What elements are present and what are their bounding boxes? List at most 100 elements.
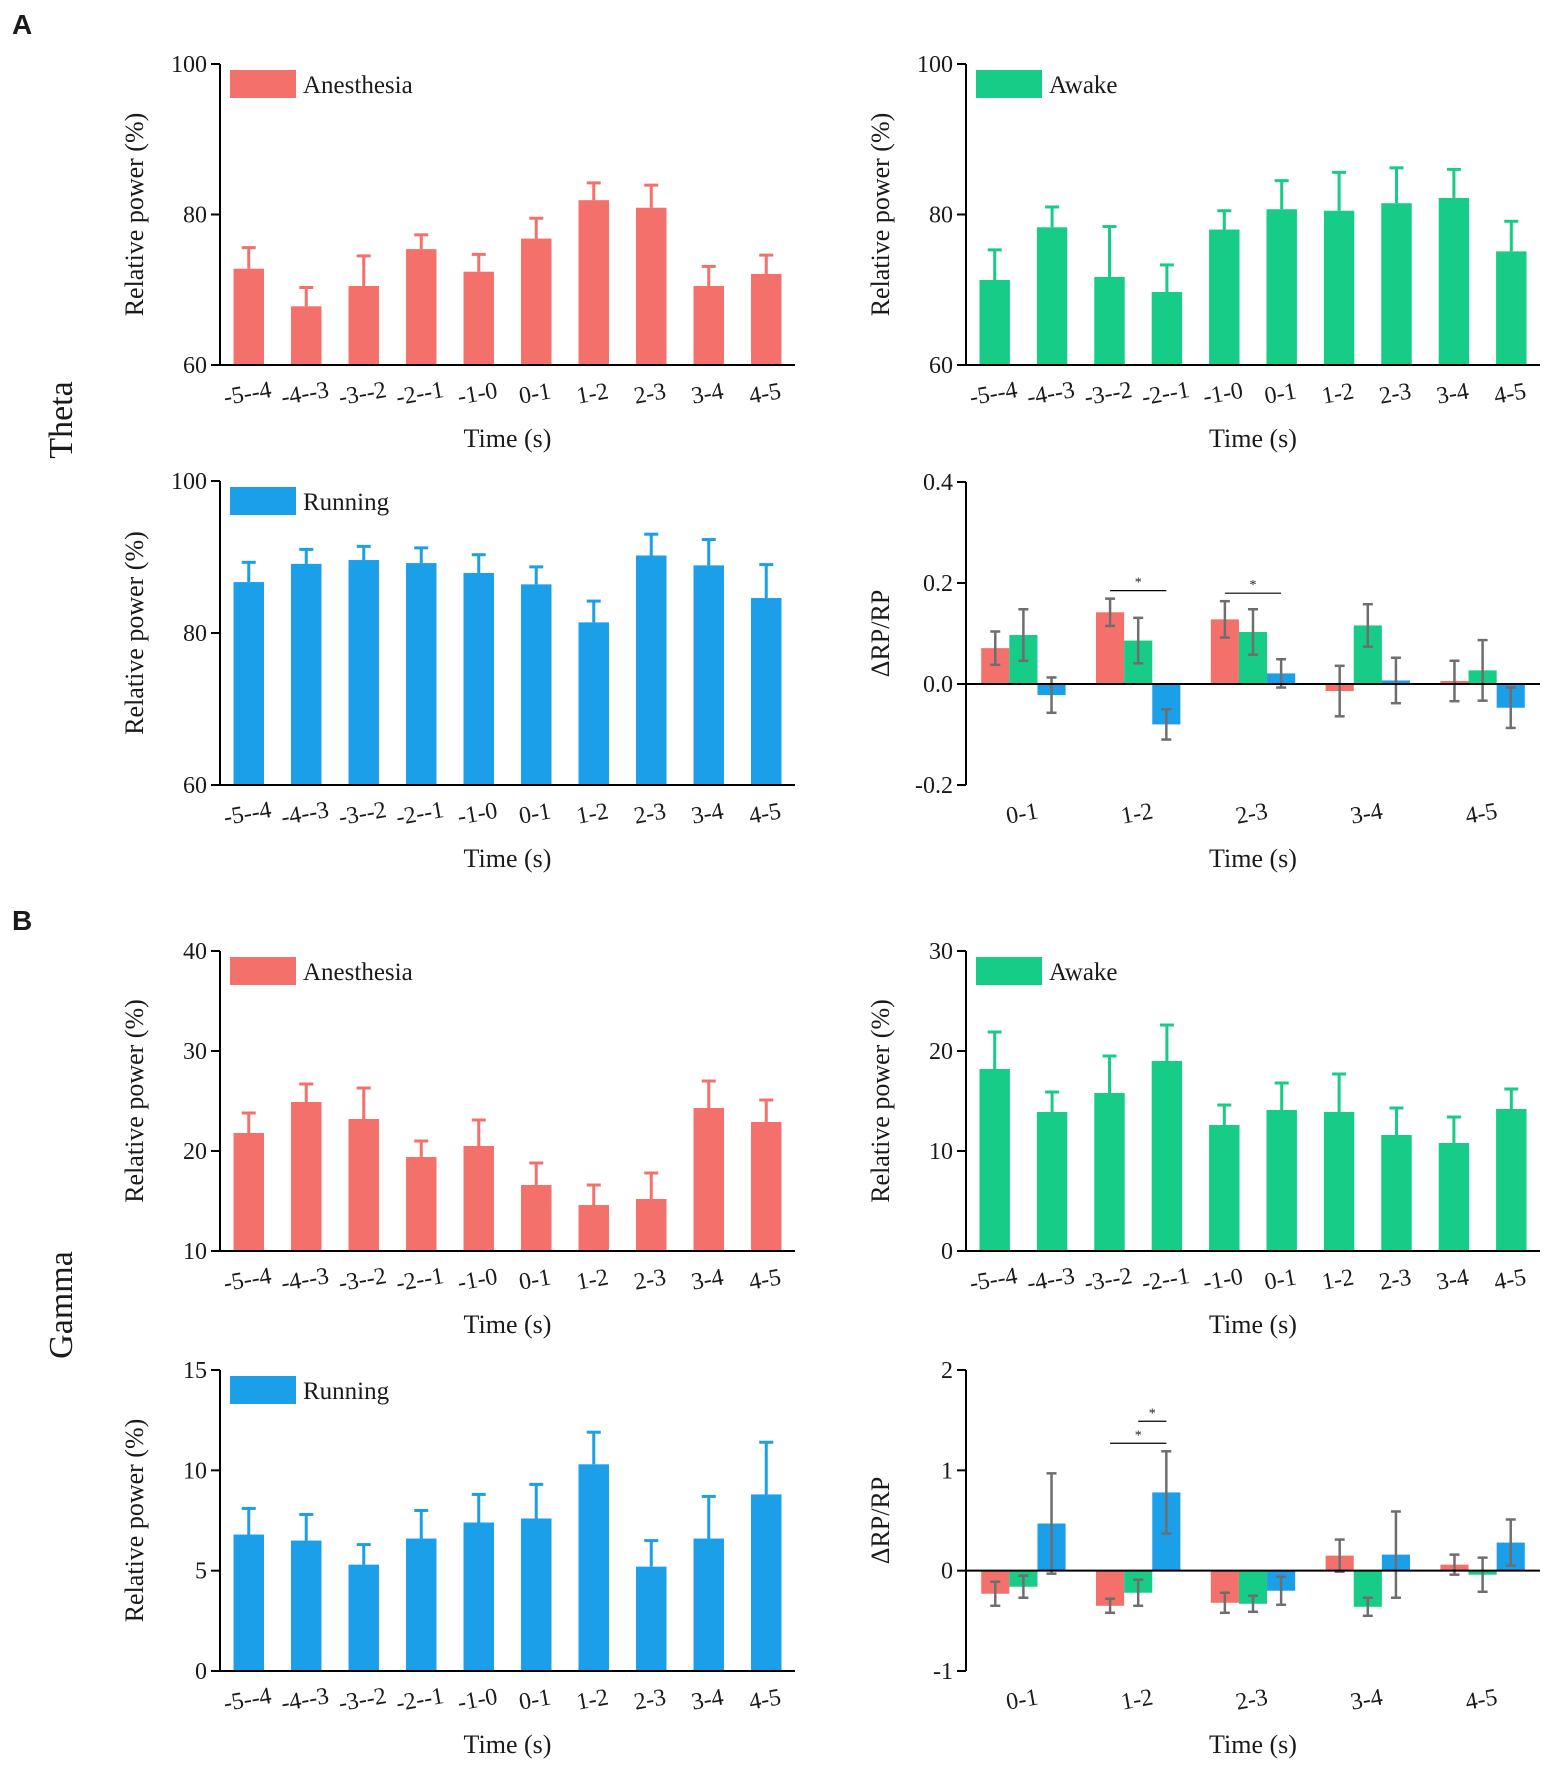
bar bbox=[348, 1119, 379, 1251]
y-axis-title: Relative power (%) bbox=[866, 999, 895, 1203]
y-axis-title: Relative power (%) bbox=[120, 531, 149, 735]
row-label-theta: Theta bbox=[43, 381, 80, 458]
y-axis-title: Relative power (%) bbox=[120, 113, 149, 317]
x-tick-label: -3--2 bbox=[1082, 377, 1134, 411]
x-axis-title: Time (s) bbox=[464, 424, 552, 453]
bar bbox=[578, 200, 609, 365]
legend-swatch bbox=[230, 487, 296, 515]
x-tick-label: -4--3 bbox=[279, 1263, 331, 1297]
x-tick-label: 1-2 bbox=[1320, 379, 1356, 410]
x-tick-label: -1-0 bbox=[456, 1684, 500, 1717]
chart-gamma-anesthesia: -5--4 -4--3 -3--2 -2--1 -1-0 0-1 1-2 2-3 3-4 4-5 1… bbox=[120, 939, 795, 1339]
x-tick-label: 4-5 bbox=[1492, 379, 1528, 410]
bar bbox=[578, 622, 609, 785]
bar bbox=[636, 1199, 667, 1251]
x-tick-label: 1-2 bbox=[575, 1685, 611, 1716]
x-tick-label: -3--2 bbox=[337, 1683, 389, 1717]
bar bbox=[348, 560, 379, 785]
y-tick-label: -1 bbox=[933, 1659, 953, 1685]
bar bbox=[1323, 210, 1355, 365]
x-axis-title: Time (s) bbox=[464, 844, 552, 873]
y-tick-label: 0 bbox=[941, 1239, 953, 1265]
y-tick-label: 30 bbox=[183, 1039, 207, 1065]
x-tick-label: 3-4 bbox=[690, 379, 726, 410]
significance-star: * bbox=[1250, 578, 1257, 593]
x-tick-label: -1-0 bbox=[456, 378, 500, 411]
bar bbox=[521, 1518, 552, 1671]
y-tick-label: 10 bbox=[183, 1458, 207, 1484]
bar bbox=[233, 268, 264, 365]
chart-theta-anesthesia: -5--4 -4--3 -3--2 -2--1 -1-0 0-1 1-2 2-3 3-4 4-5 6… bbox=[120, 52, 795, 453]
bar bbox=[1323, 1112, 1355, 1251]
legend-swatch bbox=[230, 70, 296, 98]
x-tick-label: -4--3 bbox=[279, 1683, 331, 1717]
bar bbox=[521, 238, 552, 365]
bar bbox=[693, 1538, 724, 1671]
bar bbox=[693, 285, 724, 365]
x-axis-title: Time (s) bbox=[464, 1310, 552, 1339]
x-tick-label: 0-1 bbox=[1004, 1685, 1040, 1716]
y-axis-title: Relative power (%) bbox=[120, 1419, 149, 1623]
x-tick-label: 1-2 bbox=[575, 1265, 611, 1296]
legend-swatch bbox=[976, 70, 1042, 98]
x-tick-label: 4-5 bbox=[747, 379, 783, 410]
bar bbox=[291, 1540, 322, 1671]
legend-label: Anesthesia bbox=[303, 72, 413, 99]
y-tick-label: 60 bbox=[183, 773, 207, 799]
y-tick-label: 80 bbox=[183, 621, 207, 647]
significance-star: * bbox=[1149, 1406, 1156, 1421]
x-tick-label: 4-5 bbox=[747, 1265, 783, 1296]
bar bbox=[1094, 276, 1125, 365]
y-tick-label: 60 bbox=[183, 353, 207, 379]
x-tick-label: 0-1 bbox=[517, 1265, 553, 1296]
legend-swatch bbox=[976, 957, 1042, 985]
x-tick-label: 1-2 bbox=[575, 379, 611, 410]
bar bbox=[751, 1494, 782, 1671]
x-tick-label: 1-2 bbox=[1119, 1685, 1155, 1716]
bar bbox=[751, 273, 782, 365]
y-tick-label: 15 bbox=[183, 1358, 207, 1384]
bar bbox=[636, 555, 667, 785]
bar bbox=[463, 1146, 494, 1251]
bar bbox=[578, 1464, 609, 1671]
x-tick-label: 2-3 bbox=[1377, 1265, 1413, 1296]
x-tick-label: 3-4 bbox=[1435, 379, 1471, 410]
chart-gamma-delta: 0-1 1-2 2-3 3-4 4-5 * * -1 0 1 2 ΔRP/RP Time (s) bbox=[866, 1358, 1540, 1759]
bar bbox=[406, 1157, 437, 1251]
bar bbox=[1036, 227, 1068, 365]
x-tick-label: -2--1 bbox=[394, 1683, 446, 1717]
y-tick-label: 80 bbox=[183, 203, 207, 229]
bar bbox=[233, 582, 264, 785]
x-tick-label: 0-1 bbox=[1262, 379, 1298, 410]
x-tick-label: -2--1 bbox=[394, 1263, 446, 1297]
x-tick-label: 4-5 bbox=[1463, 1685, 1499, 1716]
bar bbox=[233, 1133, 264, 1251]
x-tick-label: 2-3 bbox=[1377, 379, 1413, 410]
bar bbox=[1381, 1135, 1412, 1251]
x-tick-label: 0-1 bbox=[517, 379, 553, 410]
x-tick-label: 3-4 bbox=[690, 1265, 726, 1296]
y-tick-label: 80 bbox=[929, 203, 953, 229]
bar bbox=[406, 249, 437, 365]
x-tick-label: 1-2 bbox=[1119, 799, 1155, 830]
y-tick-label: 20 bbox=[929, 1039, 953, 1065]
bar bbox=[1266, 1110, 1297, 1251]
x-tick-label: -2--1 bbox=[394, 797, 446, 831]
y-tick-label: 30 bbox=[929, 939, 953, 965]
x-tick-label: 2-3 bbox=[1234, 799, 1270, 830]
bar bbox=[1438, 1143, 1470, 1251]
x-tick-label: -3--2 bbox=[337, 377, 389, 411]
bar bbox=[1496, 251, 1527, 365]
y-axis-title: Relative power (%) bbox=[866, 113, 895, 317]
bar bbox=[521, 584, 552, 785]
x-tick-label: 2-3 bbox=[632, 1265, 668, 1296]
bar bbox=[406, 563, 437, 785]
x-tick-label: -3--2 bbox=[337, 1263, 389, 1297]
bar bbox=[1438, 197, 1470, 365]
x-tick-label: -4--3 bbox=[279, 797, 331, 831]
bar bbox=[751, 1122, 782, 1251]
legend-swatch bbox=[230, 1376, 296, 1404]
y-tick-label: 0 bbox=[941, 1559, 953, 1585]
bar bbox=[348, 1564, 379, 1671]
